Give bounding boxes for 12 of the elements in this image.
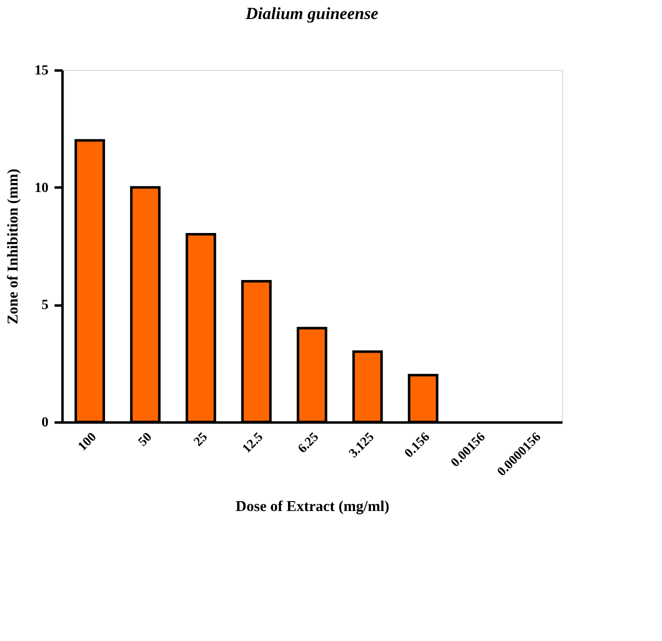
y-axis-title: Zone of Inhibition (mm) [6,168,22,324]
x-tick-label: 6.25 [294,428,322,456]
chart-title: Dialium guineense [244,4,379,23]
x-tick-label: 50 [134,429,155,449]
x-axis-title: Dose of Extract (mg/ml) [236,498,390,515]
y-tick-label: 15 [34,64,48,78]
y-tick-label: 10 [34,180,48,196]
x-tick-label: 25 [190,428,210,449]
y-tick-label: 5 [42,298,48,314]
x-tick-label: 100 [74,429,99,454]
x-tick-label: 12.5 [238,428,266,456]
y-tick-label: 0 [42,416,48,430]
